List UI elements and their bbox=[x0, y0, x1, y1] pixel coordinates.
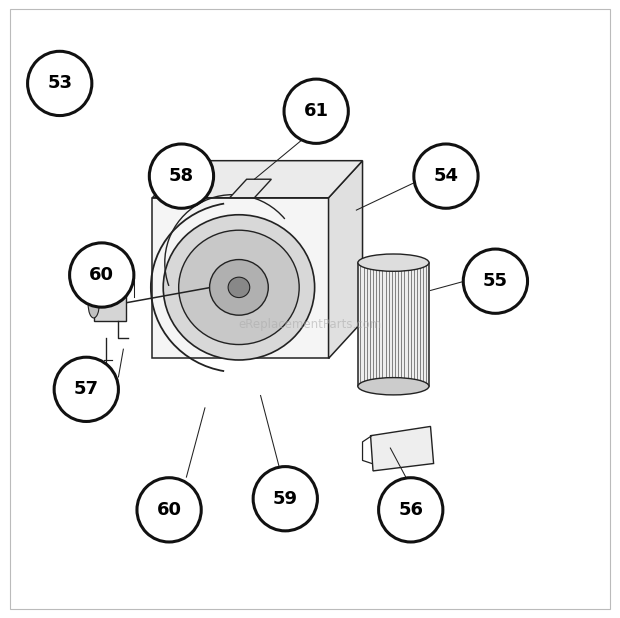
Text: 57: 57 bbox=[74, 380, 99, 399]
Polygon shape bbox=[329, 161, 363, 358]
Circle shape bbox=[137, 478, 202, 542]
Ellipse shape bbox=[358, 254, 429, 271]
Circle shape bbox=[69, 243, 134, 307]
Circle shape bbox=[54, 357, 118, 421]
Text: 58: 58 bbox=[169, 167, 194, 185]
Circle shape bbox=[284, 79, 348, 143]
Bar bbox=[358, 263, 429, 386]
Text: 53: 53 bbox=[47, 74, 72, 93]
Circle shape bbox=[414, 144, 478, 208]
Polygon shape bbox=[153, 198, 329, 358]
Circle shape bbox=[27, 51, 92, 116]
Polygon shape bbox=[371, 426, 433, 471]
Ellipse shape bbox=[210, 260, 268, 315]
Ellipse shape bbox=[163, 214, 314, 360]
Circle shape bbox=[379, 478, 443, 542]
Text: 56: 56 bbox=[398, 501, 423, 519]
Ellipse shape bbox=[358, 378, 429, 395]
Ellipse shape bbox=[88, 290, 99, 318]
Text: 60: 60 bbox=[89, 266, 114, 284]
Text: 60: 60 bbox=[157, 501, 182, 519]
Polygon shape bbox=[229, 179, 272, 198]
Text: 55: 55 bbox=[483, 272, 508, 290]
Ellipse shape bbox=[179, 230, 299, 345]
Polygon shape bbox=[153, 161, 363, 198]
Bar bbox=[94, 287, 126, 321]
Circle shape bbox=[253, 467, 317, 531]
Circle shape bbox=[149, 144, 214, 208]
Circle shape bbox=[463, 249, 528, 313]
Text: 61: 61 bbox=[304, 102, 329, 121]
Ellipse shape bbox=[228, 277, 250, 298]
Text: eReplacementParts.com: eReplacementParts.com bbox=[238, 318, 382, 331]
Text: 54: 54 bbox=[433, 167, 458, 185]
Text: 59: 59 bbox=[273, 489, 298, 508]
